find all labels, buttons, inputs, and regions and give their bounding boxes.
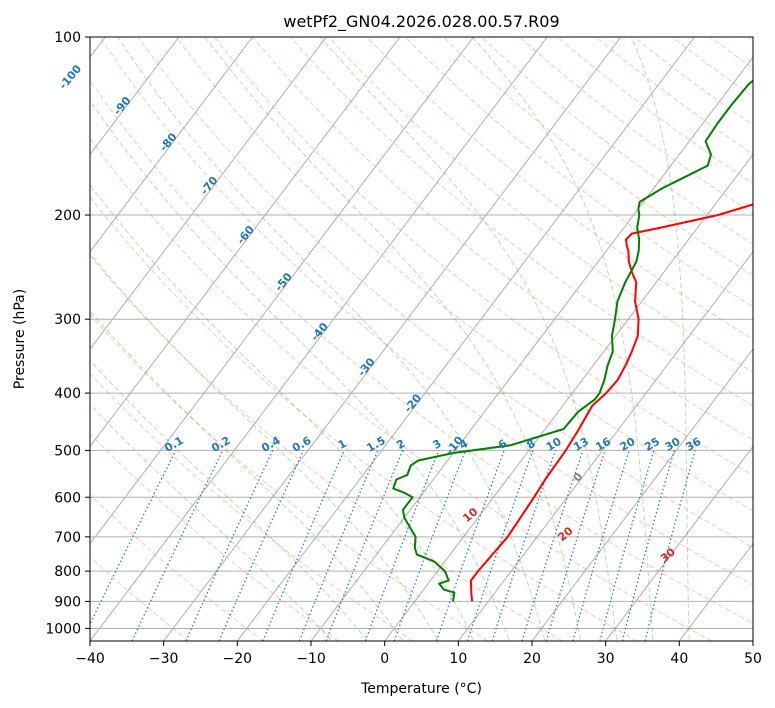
moist-adiabat-line [90,252,439,641]
dry-adiabat-line [290,37,753,407]
moist-adiabat-line [117,37,546,640]
series-line [392,79,753,602]
moist-adiabat-line [90,309,403,641]
y-tick-label: 400 [54,386,81,402]
x-tick-label: −30 [149,651,179,667]
mixing-ratio-line [644,450,696,641]
y-tick-label: 300 [54,312,81,328]
mixing-ratio-line [545,450,606,641]
isotherm-gridline [90,37,327,350]
x-tick-label: 0 [380,651,389,667]
x-tick-label: −20 [223,651,253,667]
y-tick-label: 100 [54,30,81,46]
dry-adiabat-line [175,37,753,512]
moist-adiabat-line [90,183,474,641]
x-axis-label: Temperature (°C) [360,681,482,697]
dry-adiabat-line [557,37,753,185]
dry-adiabat-line [90,313,488,641]
isotherm-gridline [531,348,753,641]
chart-title: wetPf2_GN04.2026.028.00.57.R09 [283,12,559,32]
y-tick-label: 900 [54,594,81,610]
x-tick-label: 10 [449,651,467,667]
y-tick-label: 600 [54,490,81,506]
mixing-ratio-line [393,450,466,641]
sounding-profiles [392,79,753,602]
dry-adiabat-line [252,37,753,441]
isotherm-gridline [310,56,753,641]
dry-adiabat-line [480,37,753,245]
x-tick-label: 30 [597,651,615,667]
mixing-ratio-line [599,450,655,641]
y-tick-label: 800 [54,564,81,580]
x-tick-label: 20 [523,651,541,667]
moist-adiabat-line [471,37,654,640]
mixing-ratio-line [621,450,675,641]
x-tick-label: −40 [75,651,105,667]
mixing-ratio-line [298,450,379,641]
isotherm-gridline [90,37,180,156]
x-tick-label: 50 [744,651,762,667]
background-lines [90,37,753,641]
y-tick-label: 1000 [45,621,81,637]
y-tick-label: 700 [54,530,81,546]
mixing-ratio-line [466,450,534,641]
x-tick-label: 40 [670,651,688,667]
dry-adiabat-line [137,37,753,548]
isotherm-gridline [90,37,401,448]
plot-frame [89,36,754,642]
dry-adiabat-line [90,493,264,641]
mixing-ratio-line [521,450,584,641]
dry-adiabat-line [328,37,753,373]
moist-adiabat-line [90,403,332,641]
x-tick-label: −10 [296,651,326,667]
y-tick-label: 200 [54,208,81,224]
moist-adiabat-line [90,359,368,641]
moist-adiabat-line [204,37,581,640]
dry-adiabat-line [404,37,753,308]
dry-adiabat-line [595,37,753,155]
isotherm-gridline [90,37,253,253]
isotherm-gridline [605,445,753,641]
mixing-ratio-line [90,450,177,626]
dry-adiabat-line [99,37,753,586]
mixing-ratio-line [572,450,630,641]
mixing-ratio-line [262,450,345,641]
dry-adiabat-line [366,37,753,340]
mixing-ratio-line [218,450,305,641]
y-axis-label: Pressure (hPa) [12,289,28,389]
mixing-ratio-line [435,450,505,641]
mixing-ratio-line [364,450,440,641]
isotherm-gridline [90,37,548,641]
y-tick-label: 500 [54,443,81,459]
dry-adiabat-line [90,254,563,641]
isotherm-gridline [384,153,753,641]
mixing-ratio-line [491,450,557,641]
moist-adiabat-line [631,37,690,640]
series-line [469,203,753,602]
dry-adiabat-line [90,79,753,625]
isotherm-gridline [90,37,474,545]
dry-adiabat-line [90,137,712,641]
mixing-ratio-line [325,450,404,641]
isotherm-gridline [236,37,695,641]
isotherm-gridline [457,250,753,641]
isotherm-gridline [163,37,622,641]
axes: −40 −30 −20 −10 0 10 20 30 40 50 100 200 300 400 500 60… [45,30,762,667]
dry-adiabat-line [90,196,638,641]
